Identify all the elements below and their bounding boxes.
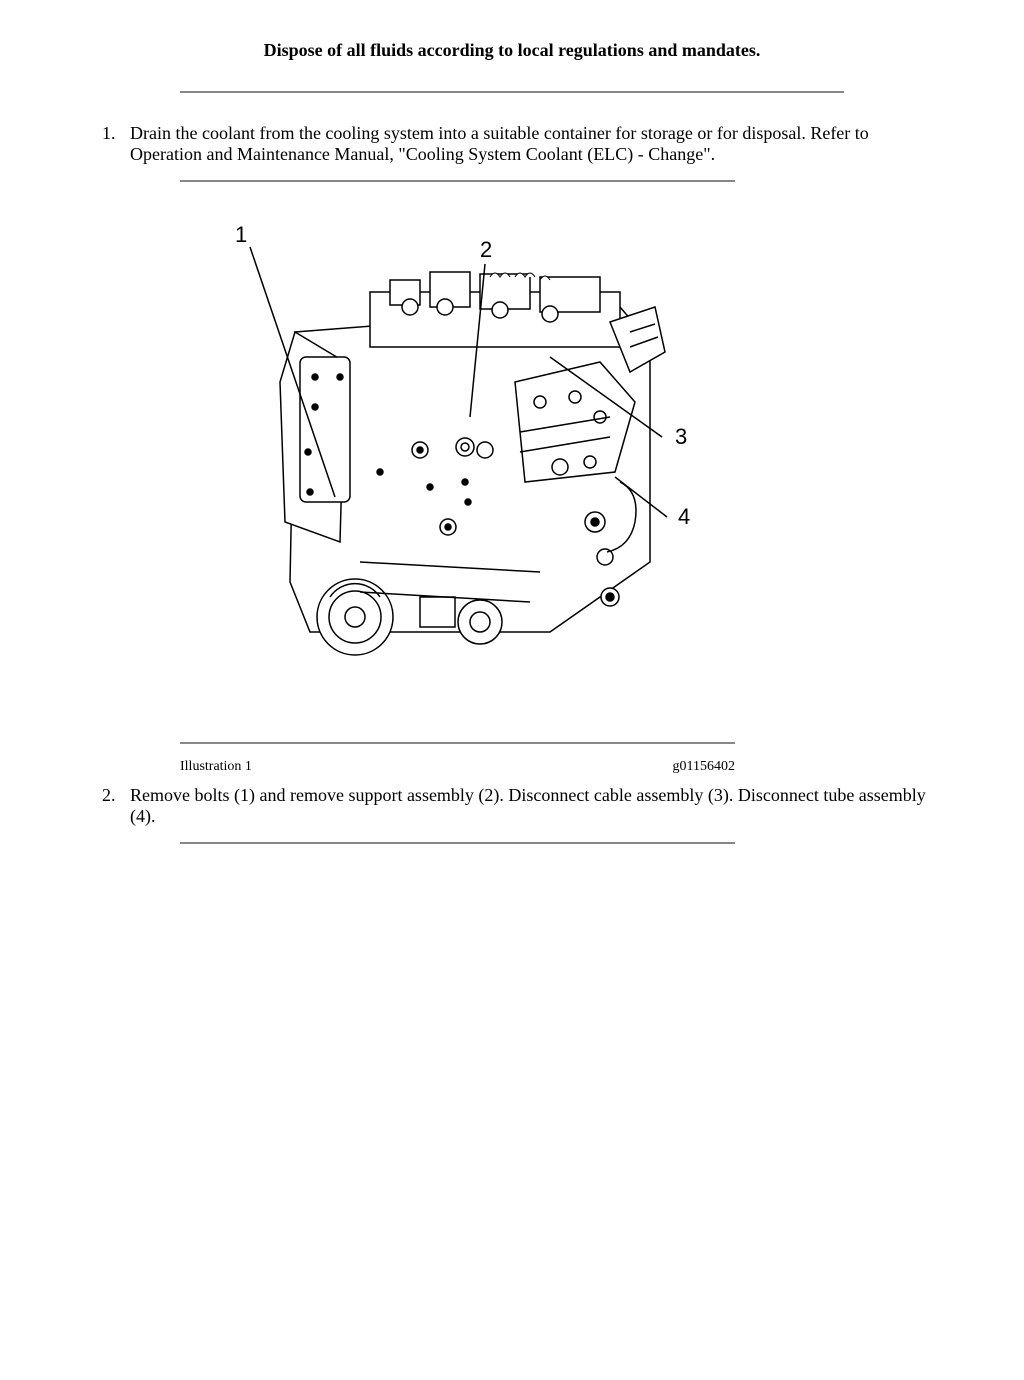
callout-3: 3 [675, 424, 687, 449]
engine-diagram-svg: 1 2 3 4 [180, 202, 740, 722]
divider-top [180, 91, 844, 93]
divider-step2 [180, 842, 735, 844]
illustration-1: 1 2 3 4 [180, 202, 740, 722]
illustration-caption: Illustration 1 g01156402 [180, 759, 735, 775]
caption-right: g01156402 [673, 759, 735, 775]
warning-note: Dispose of all fluids according to local… [80, 40, 944, 61]
step-1-text: Drain the coolant from the cooling syste… [130, 123, 869, 164]
divider-step1-top [180, 180, 735, 182]
callout-2: 2 [480, 237, 492, 262]
step-2-text: Remove bolts (1) and remove support asse… [130, 785, 926, 826]
step-2: Remove bolts (1) and remove support asse… [120, 785, 944, 844]
divider-caption-top [180, 742, 735, 744]
step-1: Drain the coolant from the cooling syste… [120, 123, 944, 775]
callout-4: 4 [678, 504, 690, 529]
procedure-list: Drain the coolant from the cooling syste… [80, 123, 944, 844]
caption-left: Illustration 1 [180, 759, 252, 775]
callout-1: 1 [235, 222, 247, 247]
